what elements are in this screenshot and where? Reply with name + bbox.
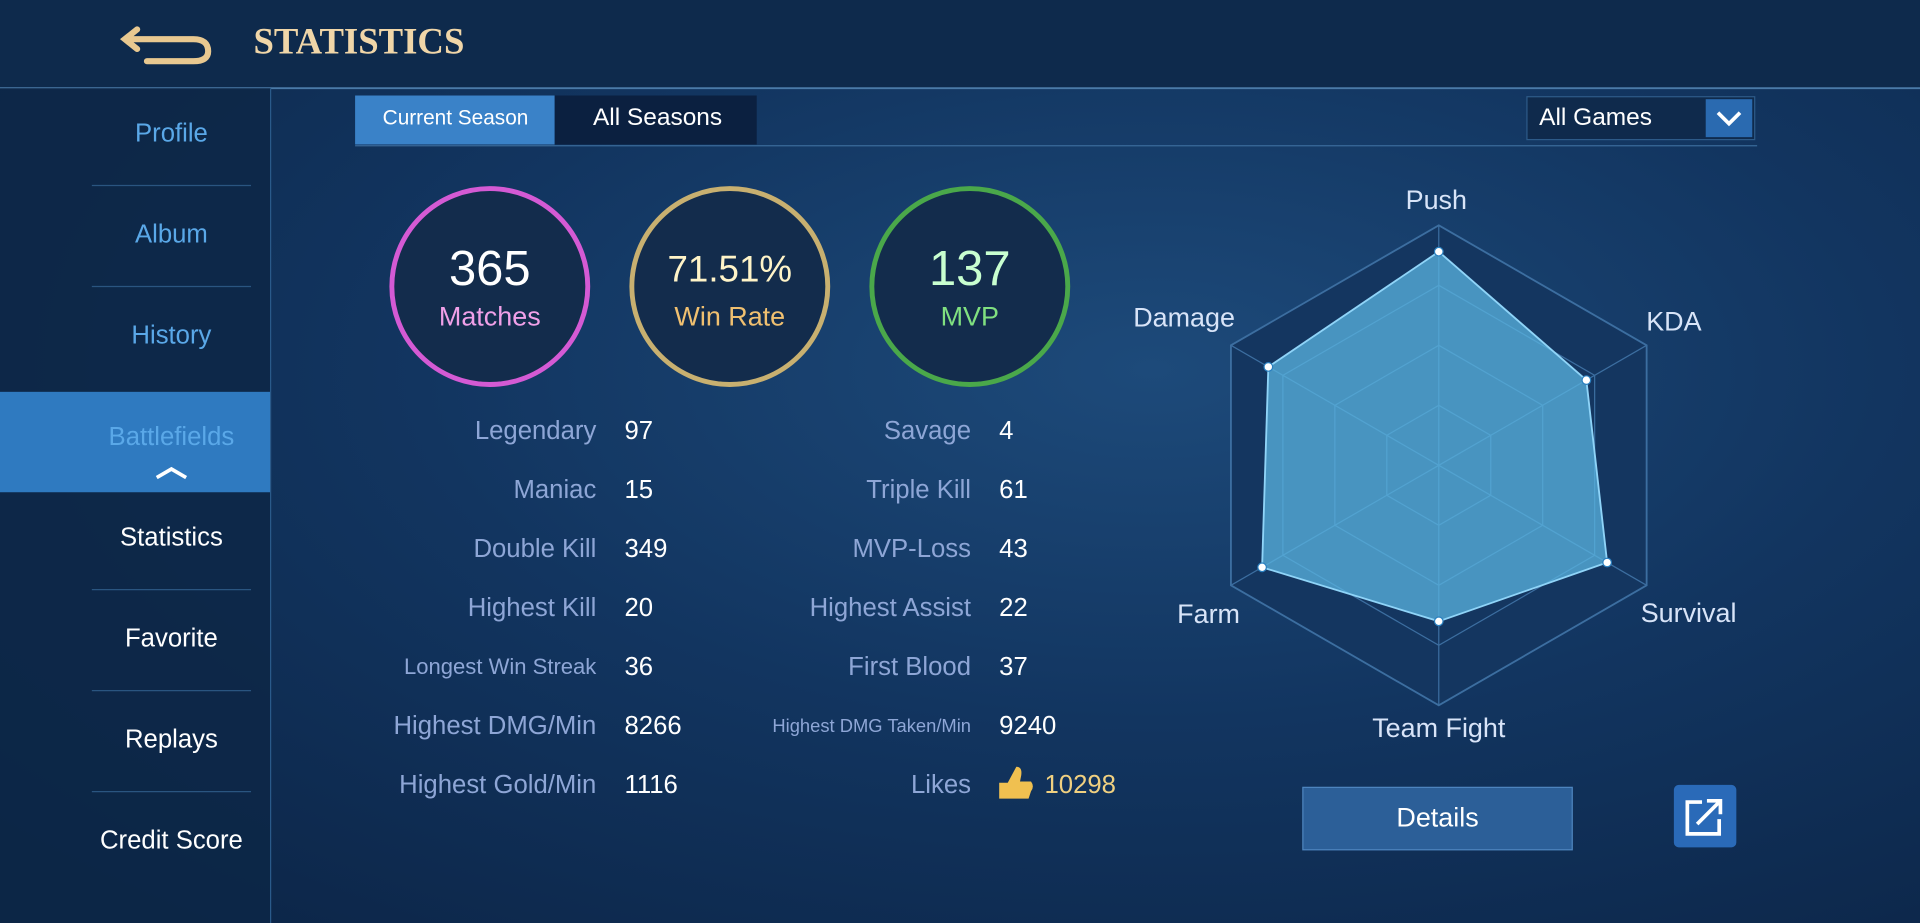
- stat-value: 9240: [999, 712, 1056, 740]
- summary-value: 137: [929, 242, 1011, 296]
- summary-label: Win Rate: [674, 301, 785, 331]
- active-caret: [155, 466, 188, 480]
- share-button[interactable]: [1673, 784, 1737, 848]
- stat-value: 22: [999, 594, 1028, 622]
- stat-label: Highest Gold/Min: [399, 771, 596, 799]
- radar-point: [1433, 616, 1444, 627]
- sidebar-item[interactable]: Credit Score: [100, 827, 243, 855]
- radar-point: [1257, 562, 1268, 573]
- stat-label: Likes: [911, 771, 971, 799]
- stat-label: MVP-Loss: [852, 535, 971, 563]
- sidebar-active: [0, 391, 271, 493]
- radar-label: Team Fight: [1372, 713, 1506, 743]
- stat-value: 4: [999, 417, 1013, 445]
- stat-value: 8266: [624, 712, 681, 740]
- stat-value: 37: [999, 653, 1028, 681]
- radar-label: Farm: [1177, 599, 1240, 629]
- radar-label: KDA: [1646, 306, 1701, 336]
- stat-value: 36: [624, 653, 653, 681]
- details-button[interactable]: [1302, 786, 1573, 851]
- stat-label: Longest Win Streak: [404, 654, 597, 679]
- radar-point: [1602, 557, 1613, 568]
- summary-value: 365: [449, 242, 531, 296]
- stat-label: Highest DMG/Min: [393, 712, 596, 740]
- stat-value: 61: [999, 476, 1028, 504]
- stat-label: Highest DMG Taken/Min: [772, 715, 971, 736]
- stat-value: 20: [624, 594, 653, 622]
- sidebar: [0, 88, 271, 923]
- stat-value: 97: [624, 417, 653, 445]
- stat-value: 349: [624, 535, 667, 563]
- stat-label: Highest Assist: [810, 594, 971, 622]
- radar-point: [1433, 246, 1444, 257]
- radar-point: [1581, 375, 1592, 386]
- summary-ring: [869, 186, 1071, 387]
- stat-value: 10298: [1044, 771, 1115, 799]
- summary-ring: [389, 186, 591, 387]
- details-label[interactable]: Details: [1396, 802, 1478, 832]
- stat-label: Double Kill: [473, 535, 596, 563]
- summary-label: MVP: [941, 301, 999, 331]
- radar-label: Survival: [1641, 598, 1737, 628]
- radar-label: Damage: [1133, 303, 1235, 333]
- summary-label: Matches: [439, 301, 541, 331]
- sidebar-item[interactable]: Replays: [125, 726, 218, 754]
- stat-label: Savage: [884, 417, 971, 445]
- dropdown-arrow: [1716, 111, 1742, 127]
- stat-value: 43: [999, 535, 1028, 563]
- summary-value: 71.51%: [668, 249, 793, 290]
- back-button[interactable]: [119, 26, 212, 65]
- sidebar-item[interactable]: Profile: [135, 119, 208, 147]
- thumb-icon: [999, 766, 1033, 799]
- page-title: STATISTICS: [253, 21, 464, 62]
- sidebar-item[interactable]: Favorite: [125, 625, 218, 653]
- stat-label: Highest Kill: [468, 594, 597, 622]
- radar-label: Push: [1406, 185, 1467, 215]
- radar-point: [1263, 362, 1274, 372]
- stat-label: Maniac: [513, 476, 596, 504]
- sidebar-item[interactable]: Statistics: [120, 524, 223, 552]
- stat-value: 1116: [624, 771, 677, 799]
- stat-label: Legendary: [475, 417, 597, 445]
- stat-value: 15: [624, 476, 653, 504]
- tab[interactable]: [554, 95, 757, 145]
- stat-label: First Blood: [848, 653, 971, 681]
- tab-label[interactable]: Current Season: [383, 106, 529, 129]
- header-bar: [0, 0, 1920, 89]
- dropdown-button[interactable]: [1705, 99, 1753, 138]
- tab-active[interactable]: [355, 95, 555, 145]
- tab-label[interactable]: All Seasons: [593, 104, 722, 131]
- sidebar-item[interactable]: History: [131, 322, 211, 350]
- summary-ring: [629, 186, 831, 387]
- sidebar-item[interactable]: Battlefields: [109, 423, 235, 451]
- stat-label: Triple Kill: [866, 476, 971, 504]
- filter-label[interactable]: All Games: [1539, 104, 1652, 131]
- sidebar-item[interactable]: Album: [135, 221, 208, 249]
